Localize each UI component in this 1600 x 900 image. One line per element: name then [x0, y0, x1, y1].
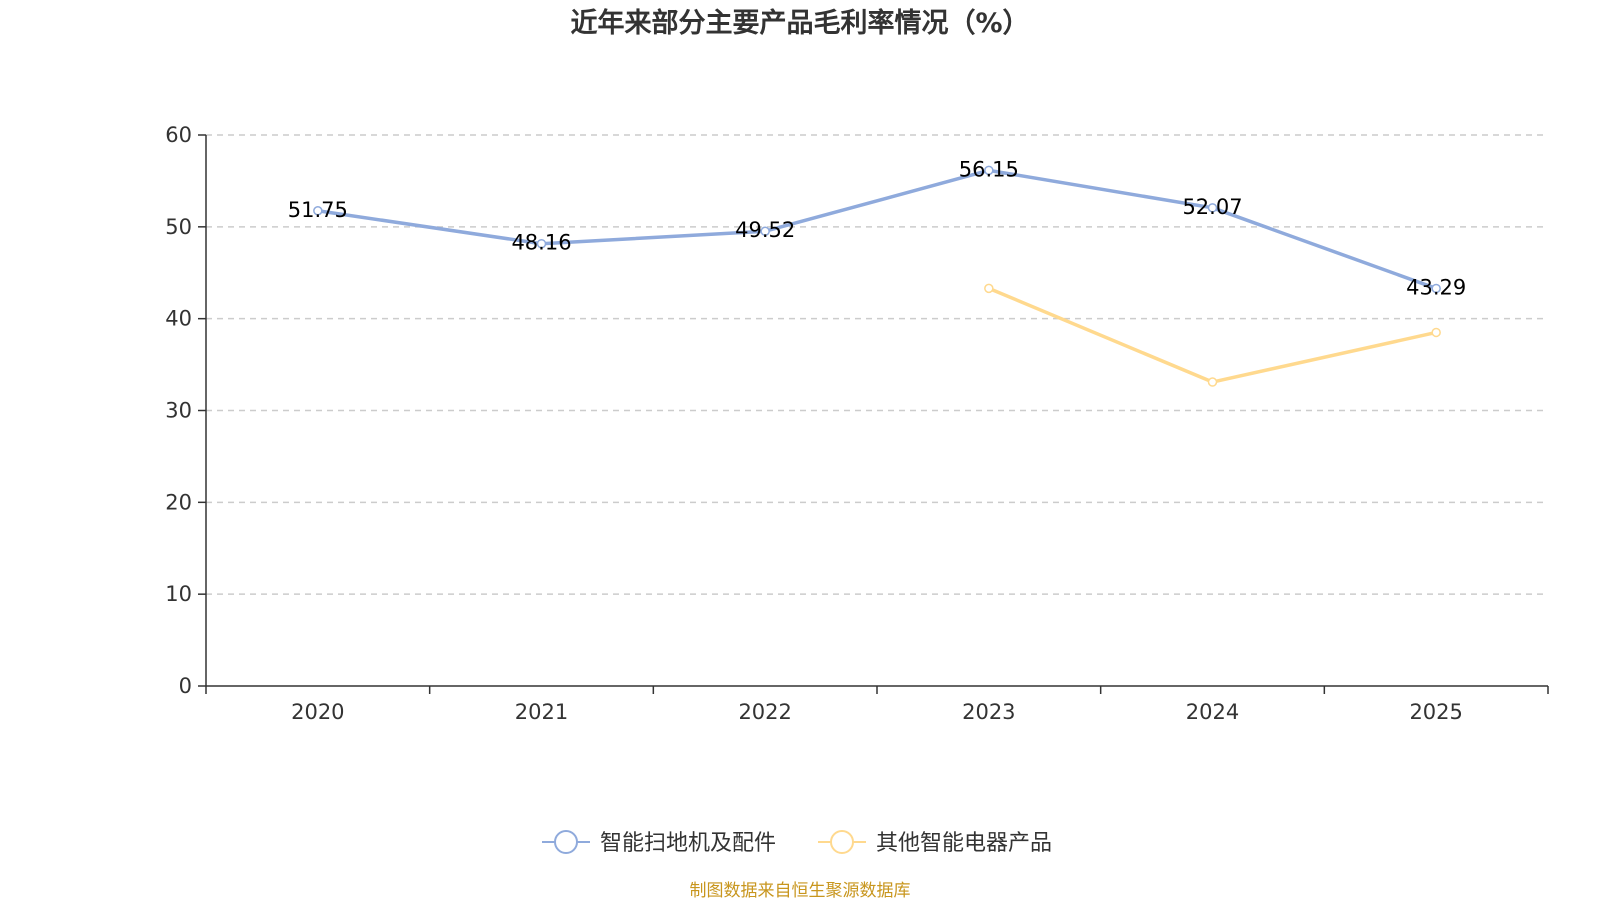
data-label: 56.15 — [959, 157, 1019, 181]
data-label: 43.29 — [1406, 275, 1466, 299]
data-point[interactable] — [1431, 283, 1441, 294]
x-tick-label: 2020 — [291, 700, 344, 724]
legend-marker-series-2 — [830, 830, 854, 854]
series-1 — [313, 165, 1441, 294]
y-tick-label: 10 — [165, 582, 192, 606]
data-label: 48.16 — [511, 231, 571, 255]
data-point[interactable] — [984, 283, 994, 294]
series-line-2 — [988, 286, 1437, 384]
chart-title: 近年来部分主要产品毛利率情况（%） — [570, 7, 1029, 39]
source-note: 制图数据来自恒生聚源数据库 — [690, 881, 911, 900]
series-line-1 — [317, 168, 1437, 291]
legend-item-series-2[interactable]: 其他智能电器产品 — [818, 830, 1052, 856]
y-tick-label: 20 — [165, 490, 192, 514]
gridlines — [206, 134, 1548, 595]
data-point[interactable] — [313, 206, 323, 216]
legend-marker-series-1 — [554, 830, 578, 854]
y-tick-label: 50 — [165, 215, 192, 239]
data-point[interactable] — [536, 238, 547, 249]
data-label: 49.52 — [735, 218, 795, 242]
data-label: 52.07 — [1182, 195, 1242, 219]
legend[interactable]: 智能扫地机及配件 其他智能电器产品 — [542, 830, 1052, 856]
data-point[interactable] — [1207, 203, 1218, 213]
x-tick-label: 2025 — [1409, 700, 1462, 724]
x-tick-label: 2022 — [738, 700, 791, 724]
x-tick-label: 2024 — [1186, 700, 1239, 724]
y-tick-label: 30 — [165, 399, 192, 423]
data-point[interactable] — [1431, 327, 1441, 338]
x-tick-label: 2021 — [515, 700, 568, 724]
data-point[interactable] — [984, 165, 994, 176]
data-point[interactable] — [760, 226, 770, 236]
legend-item-series-1[interactable]: 智能扫地机及配件 — [542, 830, 776, 856]
y-tick-label: 60 — [165, 123, 192, 147]
legend-label-series-1: 智能扫地机及配件 — [600, 831, 776, 856]
data-labels: 51.75 48.16 49.52 56.15 52.07 43.29 — [288, 157, 1466, 299]
y-tick-label: 0 — [179, 674, 192, 698]
legend-label-series-2: 其他智能电器产品 — [876, 831, 1052, 856]
y-tick-label: 40 — [165, 307, 192, 331]
series-group — [313, 165, 1441, 387]
x-tick-label: 2023 — [962, 700, 1015, 724]
data-label: 51.75 — [288, 198, 348, 222]
axes: 0 10 20 30 40 50 60 2020 2021 2022 2023 2024 2025 — [165, 123, 1549, 724]
series-2 — [984, 283, 1441, 387]
data-point[interactable] — [1207, 377, 1218, 387]
